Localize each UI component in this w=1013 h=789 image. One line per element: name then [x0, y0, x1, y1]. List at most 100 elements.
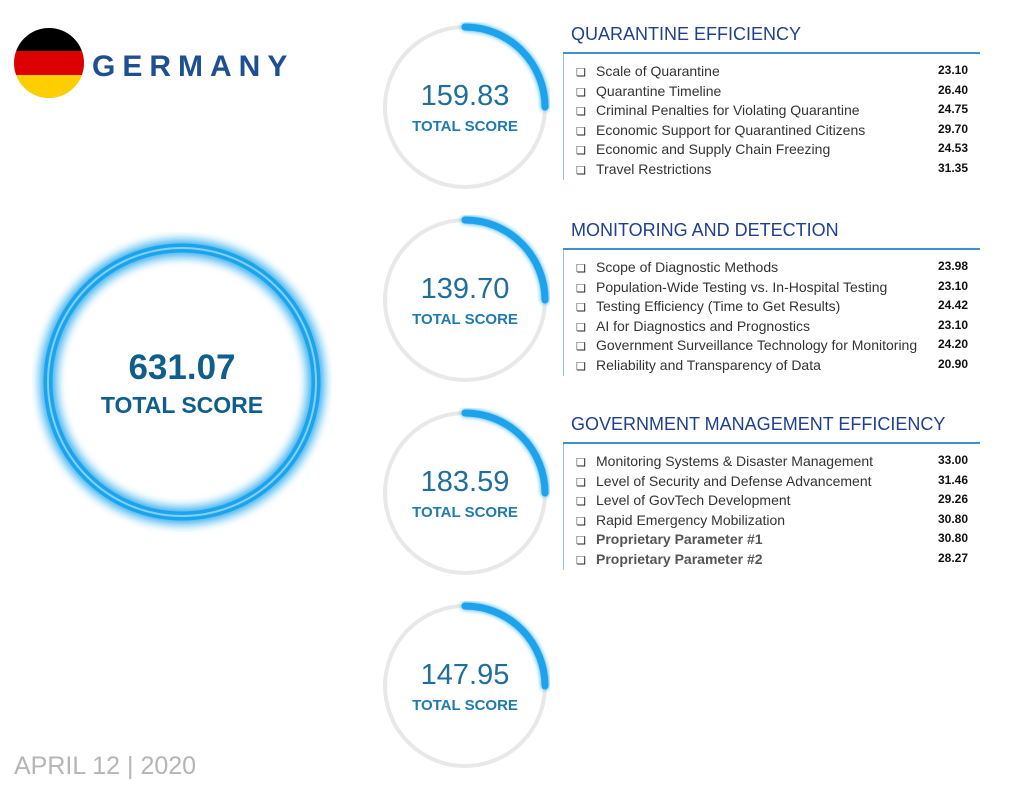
segment-score-ring: [383, 602, 549, 768]
metric-value: 30.80: [938, 511, 969, 526]
metric-row: ❏ Travel Restrictions 31.35: [576, 161, 976, 180]
metric-value: 26.40: [938, 82, 969, 97]
metric-row: ❏ AI for Diagnostics and Prognostics 23.10: [576, 318, 976, 337]
segment-score-value: 139.70: [420, 273, 510, 305]
section-divider: [563, 442, 980, 444]
metric-label: Rapid Emergency Mobilization: [596, 511, 786, 528]
checkbox-icon: ❏: [576, 341, 586, 354]
metric-label: Level of GovTech Development: [596, 492, 791, 509]
checkbox-icon: ❏: [576, 535, 586, 548]
checkbox-icon: ❏: [576, 125, 586, 138]
metric-row: ❏ Proprietary Parameter #1 30.80: [576, 531, 976, 550]
metric-row: ❏ Population-Wide Testing vs. In-Hospital…: [576, 279, 976, 298]
metric-value: 24.53: [938, 141, 969, 156]
segment-score-value: 183.59: [420, 466, 510, 498]
country-name: GERMANY: [92, 50, 295, 83]
segment-score-label: TOTAL SCORE: [412, 697, 518, 714]
metric-label: Population-Wide Testing vs. In-Hospital …: [596, 278, 888, 295]
section-title: MONITORING AND DETECTION: [571, 220, 839, 240]
metric-value: 23.10: [938, 278, 969, 293]
checkbox-icon: ❏: [576, 496, 586, 509]
segment-score-label: TOTAL SCORE: [412, 311, 518, 328]
segment-score-value: 147.95: [420, 659, 510, 691]
metric-label: Quarantine Timeline: [596, 82, 722, 99]
metric-label: Proprietary Parameter #1: [596, 531, 763, 548]
metric-value: 30.80: [938, 531, 969, 546]
total-score-value: 631.07: [128, 348, 236, 387]
metric-label: Government Surveillance Technology for M…: [596, 337, 918, 354]
checkbox-icon: ❏: [576, 515, 586, 528]
metric-label: Economic Support for Quarantined Citizen…: [596, 121, 866, 138]
metric-label: Reliability and Transparency of Data: [596, 357, 821, 373]
metric-row: ❏ Level of Security and Defense Advanceme…: [576, 473, 976, 492]
metric-row: ❏ Testing Efficiency (Time to Get Results…: [576, 298, 976, 317]
ring-progress-arc: [461, 602, 549, 690]
ring-progress-arc: [461, 216, 549, 304]
metric-value: 23.98: [938, 259, 969, 273]
segment-score-ring: [383, 216, 549, 382]
metric-label: Proprietary Parameter #2: [596, 551, 763, 567]
metric-row: ❏ Monitoring Systems & Disaster Managemen…: [576, 453, 976, 472]
metric-label: Economic and Supply Chain Freezing: [596, 141, 831, 158]
metric-row: ❏ Rapid Emergency Mobilization 30.80: [576, 512, 976, 531]
metric-label: Level of Security and Defense Advancemen…: [596, 472, 872, 489]
section-divider: [563, 248, 980, 250]
metric-value: 20.90: [938, 357, 969, 371]
metric-value: 28.27: [938, 551, 969, 565]
checkbox-icon: ❏: [576, 476, 586, 489]
checkbox-icon: ❏: [576, 282, 586, 295]
metric-label: Scale of Quarantine: [596, 63, 720, 79]
metric-row: ❏ Economic and Supply Chain Freezing 24.53: [576, 141, 976, 160]
checkbox-icon: ❏: [576, 361, 586, 373]
segment-score-label: TOTAL SCORE: [412, 118, 518, 135]
metric-row: ❏ Scope of Diagnostic Methods 23.98: [576, 259, 976, 278]
metric-value: 29.70: [938, 121, 969, 136]
ring-progress-arc: [461, 23, 549, 111]
metric-value: 24.42: [938, 298, 969, 313]
section-side-rule: [563, 54, 564, 180]
metric-label: Monitoring Systems & Disaster Management: [596, 453, 873, 469]
segment-score-label: TOTAL SCORE: [412, 504, 518, 521]
checkbox-icon: ❏: [576, 302, 586, 315]
segment-score-ring: [383, 23, 549, 189]
checkbox-icon: ❏: [576, 263, 586, 275]
section-side-rule: [563, 444, 564, 570]
checkbox-icon: ❏: [576, 555, 586, 567]
metric-row: ❏ Scale of Quarantine 23.10: [576, 63, 976, 82]
metric-row: ❏ Quarantine Timeline 26.40: [576, 83, 976, 102]
germany-flag-icon: [14, 28, 84, 98]
section-divider: [563, 52, 980, 54]
section-title: GOVERNMENT MANAGEMENT EFFICIENCY: [571, 414, 946, 434]
metric-label: AI for Diagnostics and Prognostics: [596, 317, 810, 334]
checkbox-icon: ❏: [576, 86, 586, 99]
metric-value: 33.00: [938, 453, 969, 467]
metric-value: 24.20: [938, 337, 969, 352]
metric-row: ❏ Reliability and Transparency of Data 20.…: [576, 357, 976, 376]
checkbox-icon: ❏: [576, 145, 586, 158]
section-title: QUARANTINE EFFICIENCY: [571, 24, 802, 44]
metric-label: Criminal Penalties for Violating Quarant…: [596, 102, 860, 119]
metric-row: ❏ Level of GovTech Development 29.26: [576, 492, 976, 511]
metric-label: Travel Restrictions: [596, 161, 712, 177]
checkbox-icon: ❏: [576, 457, 586, 469]
checkbox-icon: ❏: [576, 67, 586, 79]
metric-row: ❏ Proprietary Parameter #2 28.27: [576, 551, 976, 570]
metric-row: ❏ Government Surveillance Technology for …: [576, 337, 976, 356]
checkbox-icon: ❏: [576, 106, 586, 119]
metric-value: 29.26: [938, 492, 969, 507]
report-date: APRIL 12 | 2020: [14, 752, 197, 780]
metric-value: 23.10: [938, 63, 969, 77]
metric-label: Scope of Diagnostic Methods: [596, 259, 779, 275]
segment-score-ring: [383, 409, 549, 575]
metric-value: 24.75: [938, 102, 969, 117]
metric-value: 23.10: [938, 317, 969, 332]
checkbox-icon: ❏: [576, 165, 586, 177]
total-score-label: TOTAL SCORE: [100, 392, 264, 418]
ring-progress-arc: [461, 409, 549, 497]
metric-row: ❏ Criminal Penalties for Violating Quaran…: [576, 102, 976, 121]
total-score-ring: [43, 243, 321, 521]
checkbox-icon: ❏: [576, 321, 586, 334]
metric-value: 31.35: [938, 161, 969, 175]
metric-label: Testing Efficiency (Time to Get Results): [596, 298, 841, 315]
metric-row: ❏ Economic Support for Quarantined Citize…: [576, 122, 976, 141]
